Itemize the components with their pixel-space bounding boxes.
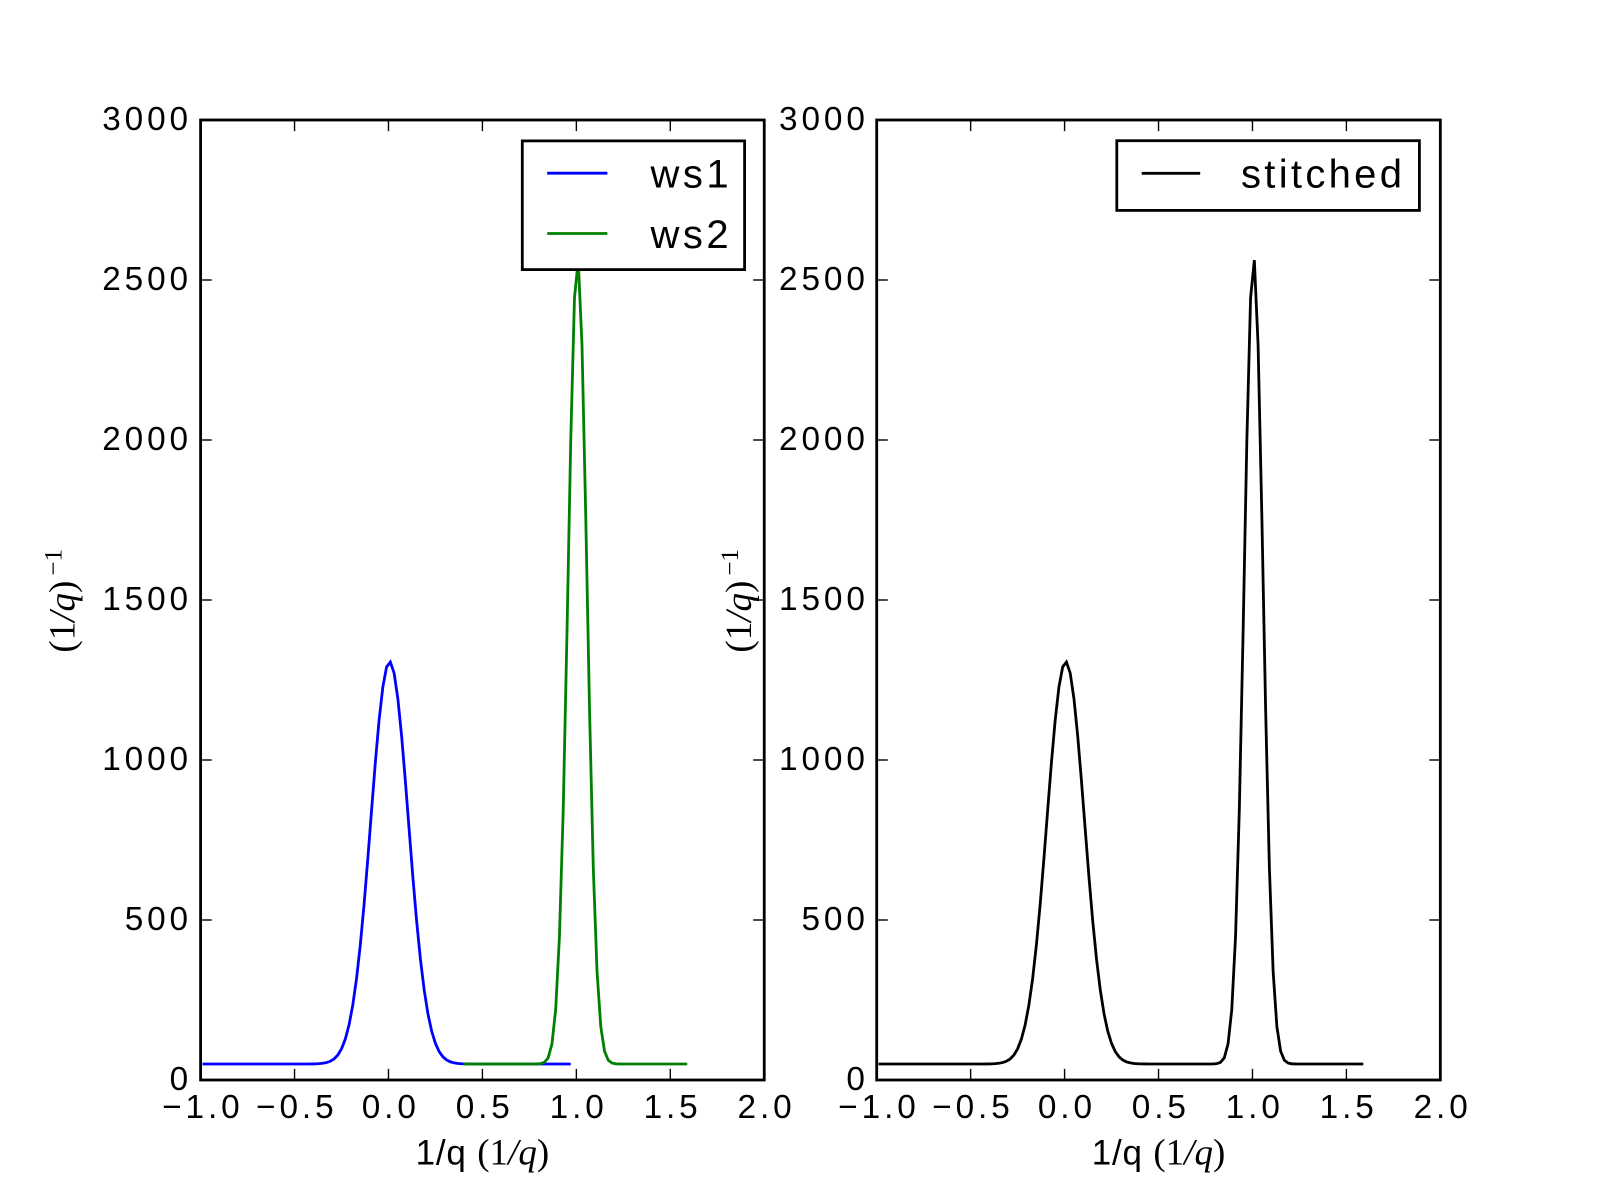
svg-text:−0.5: −0.5 (932, 1089, 1013, 1126)
svg-text:stitched: stitched (1241, 153, 1405, 197)
svg-text:3000: 3000 (102, 101, 192, 138)
svg-text:0.5: 0.5 (456, 1089, 514, 1126)
svg-text:2000: 2000 (779, 421, 869, 458)
svg-text:ws1: ws1 (650, 153, 733, 197)
svg-text:−1.0: −1.0 (838, 1089, 919, 1126)
svg-text:1/q (1/q): 1/q (1/q) (416, 1133, 550, 1174)
svg-text:1.0: 1.0 (550, 1089, 608, 1126)
svg-text:1.5: 1.5 (1320, 1089, 1378, 1126)
svg-text:−0.5: −0.5 (256, 1089, 337, 1126)
svg-text:2500: 2500 (102, 261, 192, 298)
svg-text:3000: 3000 (779, 101, 869, 138)
svg-text:0.0: 0.0 (1038, 1089, 1096, 1126)
svg-text:1500: 1500 (779, 581, 869, 618)
svg-text:500: 500 (125, 901, 192, 938)
svg-text:0.0: 0.0 (362, 1089, 420, 1126)
svg-text:(1/q)−1: (1/q)−1 (41, 549, 84, 653)
svg-text:500: 500 (801, 901, 868, 938)
svg-text:−1.0: −1.0 (162, 1089, 243, 1126)
svg-text:1000: 1000 (102, 741, 192, 778)
svg-text:2000: 2000 (102, 421, 192, 458)
svg-text:0: 0 (846, 1061, 868, 1098)
svg-text:2500: 2500 (779, 261, 869, 298)
svg-text:1000: 1000 (779, 741, 869, 778)
svg-text:0.5: 0.5 (1132, 1089, 1190, 1126)
svg-text:(1/q)−1: (1/q)−1 (717, 549, 760, 653)
svg-text:1.5: 1.5 (644, 1089, 702, 1126)
svg-text:1500: 1500 (102, 581, 192, 618)
svg-text:0: 0 (170, 1061, 192, 1098)
svg-text:2.0: 2.0 (1414, 1089, 1472, 1126)
svg-text:1/q (1/q): 1/q (1/q) (1092, 1133, 1226, 1174)
svg-text:ws2: ws2 (650, 213, 733, 257)
svg-text:2.0: 2.0 (738, 1089, 796, 1126)
svg-text:1.0: 1.0 (1226, 1089, 1284, 1126)
